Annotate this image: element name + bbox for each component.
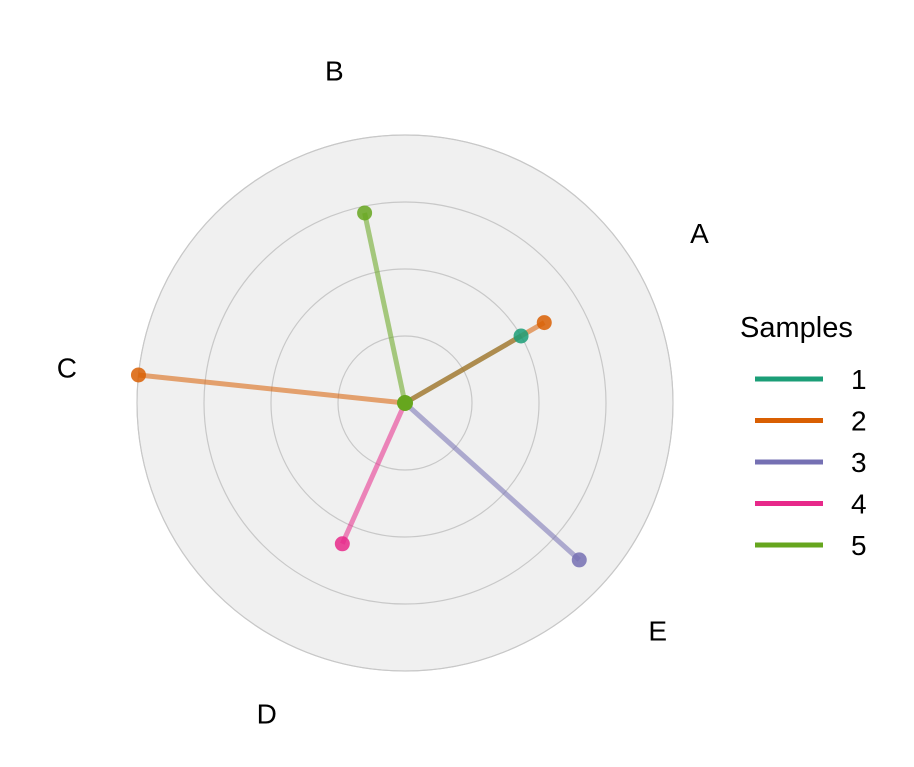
series-5-point-B [357, 205, 373, 221]
axis-labels: A B C D E [57, 55, 709, 729]
axis-label-B: B [325, 55, 344, 86]
series-3-point-E [571, 552, 587, 568]
grid-ring-1 [337, 335, 473, 471]
legend-label-4: 4 [851, 489, 867, 520]
grid-ring-4 [136, 134, 674, 672]
axis-label-A: A [690, 218, 709, 249]
legend-label-2: 2 [851, 406, 867, 437]
legend-label-5: 5 [851, 530, 867, 561]
axis-label-C: C [57, 352, 77, 383]
center-point [397, 395, 413, 411]
series-1-point-A [513, 328, 529, 344]
grid-ring-3 [203, 201, 607, 605]
series-3-ray-E [403, 401, 581, 562]
series-4-point-D [334, 536, 350, 552]
series-4-ray-D [340, 401, 408, 545]
series-points [130, 205, 587, 568]
grid-ring-2 [270, 268, 540, 538]
axis-label-E: E [648, 616, 667, 647]
series-5-ray-B [362, 212, 408, 404]
legend-label-3: 3 [851, 447, 867, 478]
legend-label-1: 1 [851, 364, 867, 395]
legend: Samples 1 2 3 4 5 [740, 312, 867, 561]
legend-title: Samples [740, 312, 853, 344]
axis-label-D: D [257, 699, 277, 730]
series-2-ray-C [138, 372, 406, 406]
series-2-point-C [130, 367, 146, 383]
series-2-point-A [536, 315, 552, 331]
